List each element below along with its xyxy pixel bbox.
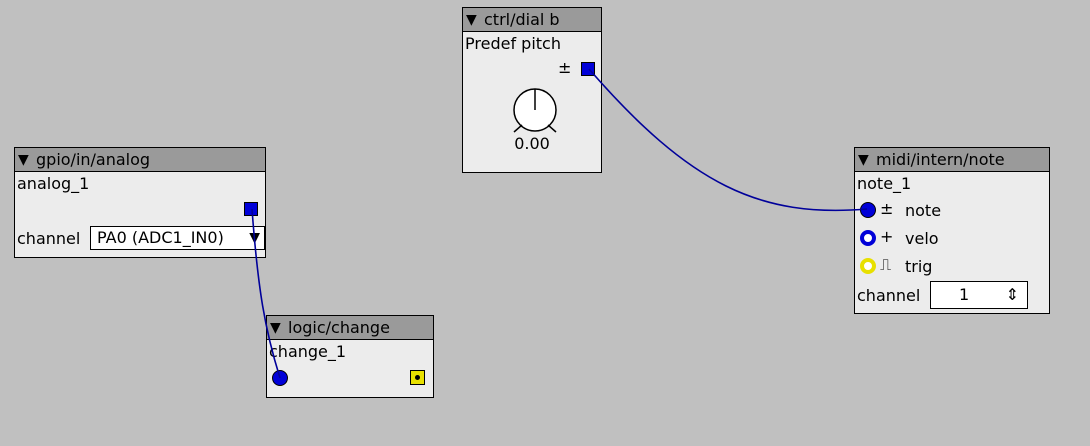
outlet-port[interactable]	[244, 202, 258, 216]
inlet-port-trig[interactable]	[860, 258, 876, 274]
channel-select-value: PA0 (ADC1_IN0)	[97, 228, 224, 247]
instance-name[interactable]: analog_1	[17, 174, 90, 193]
channel-spinner[interactable]: 1 ⇕	[930, 281, 1028, 309]
inlet-sign-velo: +	[880, 227, 894, 246]
dial-value: 0.00	[514, 134, 550, 153]
dropdown-arrow-icon: ▼	[249, 230, 260, 246]
change-object-header[interactable]: ▼ logic/change	[267, 316, 433, 340]
collapse-arrow-icon[interactable]: ▼	[270, 320, 281, 336]
inlet-port-note[interactable]	[860, 202, 876, 218]
analog-object[interactable]: ▼ gpio/in/analog analog_1 channel PA0 (A…	[14, 147, 266, 258]
change-object[interactable]: ▼ logic/change change_1	[266, 315, 434, 398]
channel-spinner-value: 1	[959, 285, 970, 304]
note-object-header[interactable]: ▼ midi/intern/note	[855, 148, 1049, 172]
outlet-dot-icon	[415, 375, 420, 380]
instance-name[interactable]: Predef pitch	[465, 34, 561, 53]
outlet-port[interactable]	[581, 62, 595, 76]
channel-select[interactable]: PA0 (ADC1_IN0) ▼	[90, 226, 265, 250]
dial-object[interactable]: ▼ ctrl/dial b Predef pitch ± 0.00	[462, 7, 602, 173]
collapse-arrow-icon[interactable]: ▼	[18, 152, 29, 168]
object-type-label: gpio/in/analog	[36, 150, 151, 169]
inlet-port[interactable]	[272, 370, 288, 386]
note-object[interactable]: ▼ midi/intern/note note_1 ± note + velo …	[854, 147, 1050, 314]
bool-outlet-port[interactable]	[410, 370, 425, 385]
inlet-sign-note: ±	[880, 199, 894, 218]
object-type-label: logic/change	[288, 318, 390, 337]
analog-object-header[interactable]: ▼ gpio/in/analog	[15, 148, 265, 172]
spinner-arrows-icon[interactable]: ⇕	[1005, 285, 1019, 304]
collapse-arrow-icon[interactable]: ▼	[466, 12, 477, 28]
collapse-arrow-icon[interactable]: ▼	[858, 152, 869, 168]
object-type-label: ctrl/dial b	[484, 10, 560, 29]
instance-name[interactable]: change_1	[269, 342, 347, 361]
inlet-label-trig: trig	[905, 257, 933, 276]
dial-knob-icon[interactable]	[511, 86, 559, 134]
channel-label: channel	[17, 229, 81, 248]
inlet-label-note: note	[905, 201, 942, 220]
dial-object-header[interactable]: ▼ ctrl/dial b	[463, 8, 601, 32]
wire-dial-to-note[interactable]	[588, 68, 868, 212]
trigger-icon: ⎍	[880, 255, 892, 274]
object-type-label: midi/intern/note	[876, 150, 1005, 169]
inlet-label-velo: velo	[905, 229, 939, 248]
instance-name[interactable]: note_1	[857, 174, 912, 193]
outlet-sign: ±	[558, 58, 572, 77]
channel-label: channel	[857, 286, 921, 305]
inlet-port-velo[interactable]	[860, 230, 876, 246]
